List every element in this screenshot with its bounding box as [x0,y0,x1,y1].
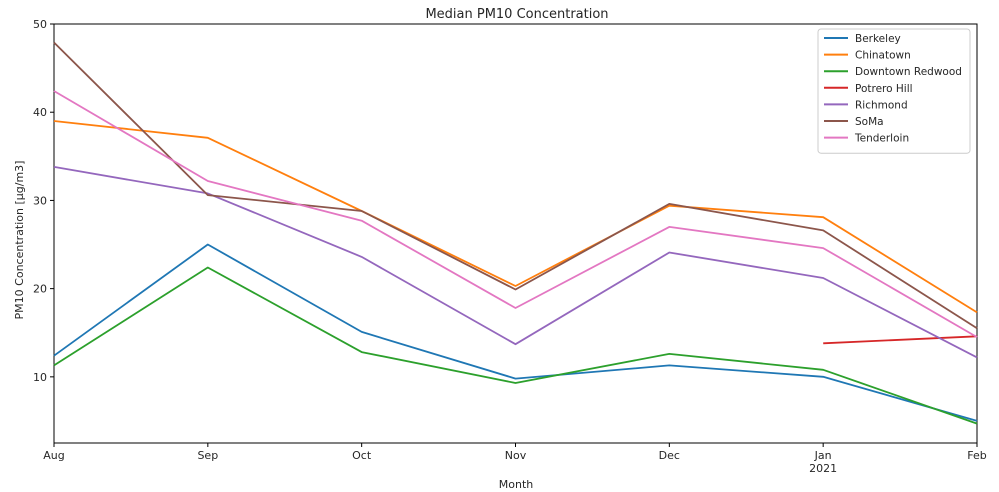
legend-label-chinatown: Chinatown [855,50,911,62]
series-line-chinatown [53,120,978,314]
x-tick-label: Nov [505,449,527,462]
x-tick-label: Sep [197,449,218,462]
x-tick-label: Dec [659,449,680,462]
series-line-richmond [53,166,978,359]
y-tick-label: 10 [33,371,47,384]
legend-label-richmond: Richmond [855,99,908,111]
series-line-soma [53,41,978,330]
series-line-potrero-hill [823,335,978,345]
legend-label-downtown-redwood: Downtown Redwood [855,66,962,78]
y-tick-label: 30 [33,194,47,207]
x-tick-label: Aug [43,449,64,462]
series-line-tenderloin [53,90,978,338]
series-line-downtown-redwood [53,266,978,425]
series-lines [53,41,978,425]
y-tick-label: 20 [33,283,47,296]
y-axis: 10 20 30 40 50 [33,18,54,384]
legend-label-soma: SoMa [855,116,884,128]
series-line-berkeley [53,243,978,422]
x-year-label: 2021 [809,462,837,475]
legend-label-potrero-hill: Potrero Hill [855,83,913,95]
legend-box [817,28,971,154]
x-axis-label: Month [499,478,534,491]
y-tick-label: 50 [33,18,47,31]
x-tick-label: Oct [352,449,372,462]
y-tick-label: 40 [33,106,47,119]
chart-title: Median PM10 Concentration [425,7,608,22]
legend: Berkeley Chinatown Downtown Redwood Potrero… [817,28,971,154]
x-tick-label: Jan [814,449,832,462]
y-axis-label: PM10 Concentration [µg/m3] [13,161,26,320]
legend-label-berkeley: Berkeley [855,33,901,45]
legend-label-tenderloin: Tenderloin [854,133,909,145]
x-axis: Aug Sep Oct Nov Dec Jan Feb 2021 [43,443,987,475]
x-tick-label: Feb [967,449,986,462]
